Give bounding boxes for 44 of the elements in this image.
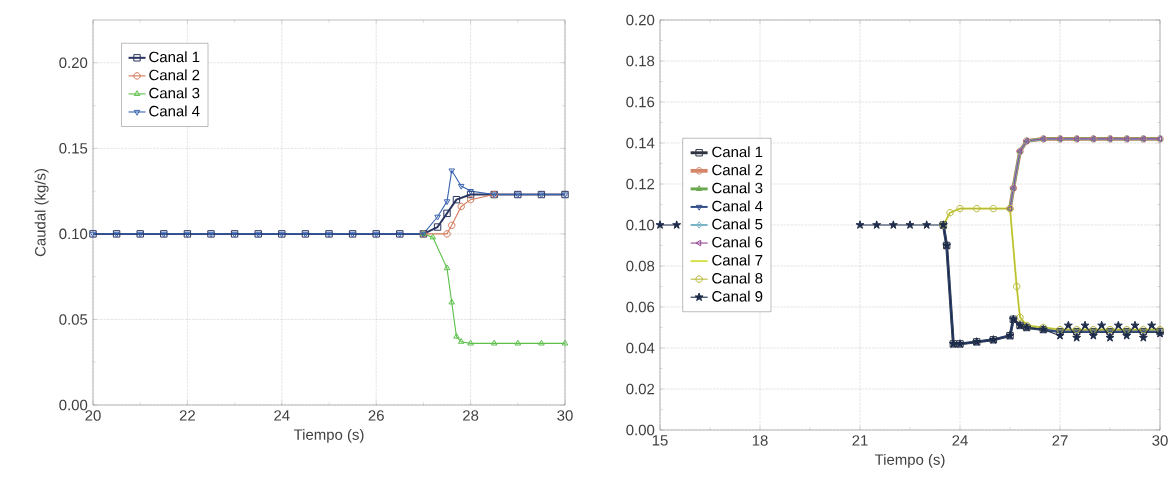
x-tick-label: 18 (752, 435, 768, 446)
x-axis-title: Tiempo (s) (293, 428, 364, 443)
y-tick-label: 0.15 (59, 143, 88, 154)
legend-label: Canal 1 (712, 146, 763, 158)
legend-label: Canal 4 (712, 200, 763, 212)
y-tick-label: 0.12 (626, 178, 655, 190)
y-tick-label: 0.18 (626, 55, 655, 67)
y-tick-label: 0.14 (626, 137, 655, 149)
legend-label: Canal 3 (149, 87, 200, 99)
x-tick-label: 20 (85, 410, 101, 421)
legend-label: Canal 2 (712, 164, 763, 176)
legend-label: Canal 5 (712, 218, 763, 230)
y-tick-label: 0.20 (626, 14, 655, 26)
x-tick-label: 24 (274, 410, 290, 421)
legend-label: Canal 3 (712, 182, 763, 194)
y-tick-label: 0.05 (59, 314, 88, 325)
y-tick-label: 0.00 (626, 424, 655, 436)
y-axis-title: Caudal (kg/s) (34, 169, 49, 257)
y-tick-label: 0.10 (626, 219, 655, 231)
y-tick-label: 0.00 (59, 399, 88, 411)
legend-label: Canal 9 (712, 290, 763, 302)
x-tick-label: 27 (1052, 435, 1068, 446)
legend-label: Canal 7 (712, 254, 763, 266)
x-tick-label: 15 (652, 435, 668, 446)
legend-label: Canal 1 (149, 51, 200, 63)
x-tick-label: 26 (368, 410, 384, 421)
x-tick-label: 30 (1152, 435, 1168, 446)
x-tick-label: 30 (557, 410, 573, 421)
y-tick-label: 0.04 (626, 342, 655, 354)
x-axis-title: Tiempo (s) (874, 453, 945, 468)
y-tick-label: 0.06 (626, 301, 655, 313)
y-tick-label: 0.02 (626, 383, 655, 395)
y-tick-label: 0.20 (59, 57, 88, 69)
legend-label: Canal 8 (712, 272, 763, 284)
legend-label: Canal 2 (149, 69, 200, 81)
x-tick-label: 21 (852, 435, 868, 446)
y-tick-label: 0.08 (626, 260, 655, 272)
y-tick-label: 0.10 (59, 228, 88, 240)
legend-label: Canal 6 (712, 236, 763, 248)
x-tick-label: 28 (463, 410, 479, 421)
x-tick-label: 24 (952, 435, 968, 446)
legend-label: Canal 4 (149, 105, 200, 117)
x-tick-label: 22 (179, 410, 195, 421)
y-tick-label: 0.16 (626, 96, 655, 108)
